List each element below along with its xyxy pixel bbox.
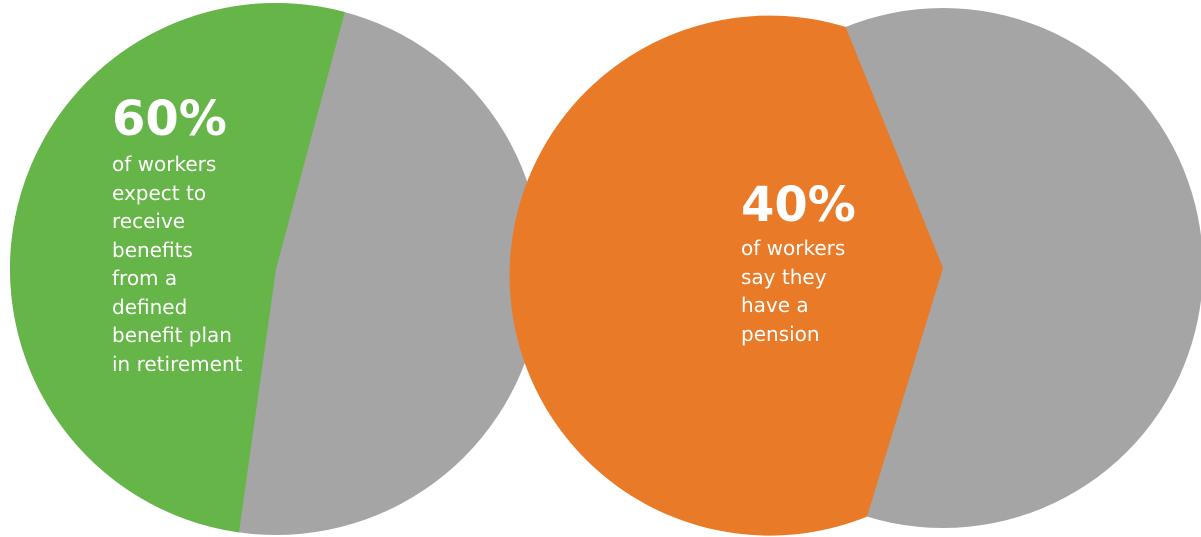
- pie-chart-left: [10, 3, 542, 535]
- description-line: of workers: [112, 152, 217, 176]
- pie-slice-defined-benefit-expectation: [10, 3, 345, 533]
- pie-right-description: of workers say they have a pension: [741, 234, 856, 348]
- description-line: benefit plan: [112, 323, 232, 347]
- pie-left-annotation: 60% of workers expect to receive benefit…: [112, 92, 242, 378]
- description-line: receive: [112, 209, 186, 233]
- description-line: of workers: [741, 236, 846, 260]
- pie-chart-right: [509, 8, 1201, 536]
- description-line: say they: [741, 264, 827, 289]
- pie-right-annotation: 40% of workers say they have a pension: [741, 178, 856, 348]
- description-line: benefits: [112, 237, 193, 262]
- description-line: defined: [112, 294, 188, 319]
- description-line: in retirement: [112, 351, 243, 376]
- pie-slice-have-pension: [509, 15, 943, 536]
- pie-left-value-label: 60%: [112, 91, 227, 147]
- description-line: have a: [741, 293, 809, 317]
- description-line: from a: [112, 266, 178, 290]
- description-line: pension: [741, 321, 820, 346]
- pie-left-description: of workers expect to receive benefits fr…: [112, 150, 242, 378]
- description-line: expect to: [112, 180, 207, 205]
- pie-right-value-label: 40%: [741, 177, 856, 233]
